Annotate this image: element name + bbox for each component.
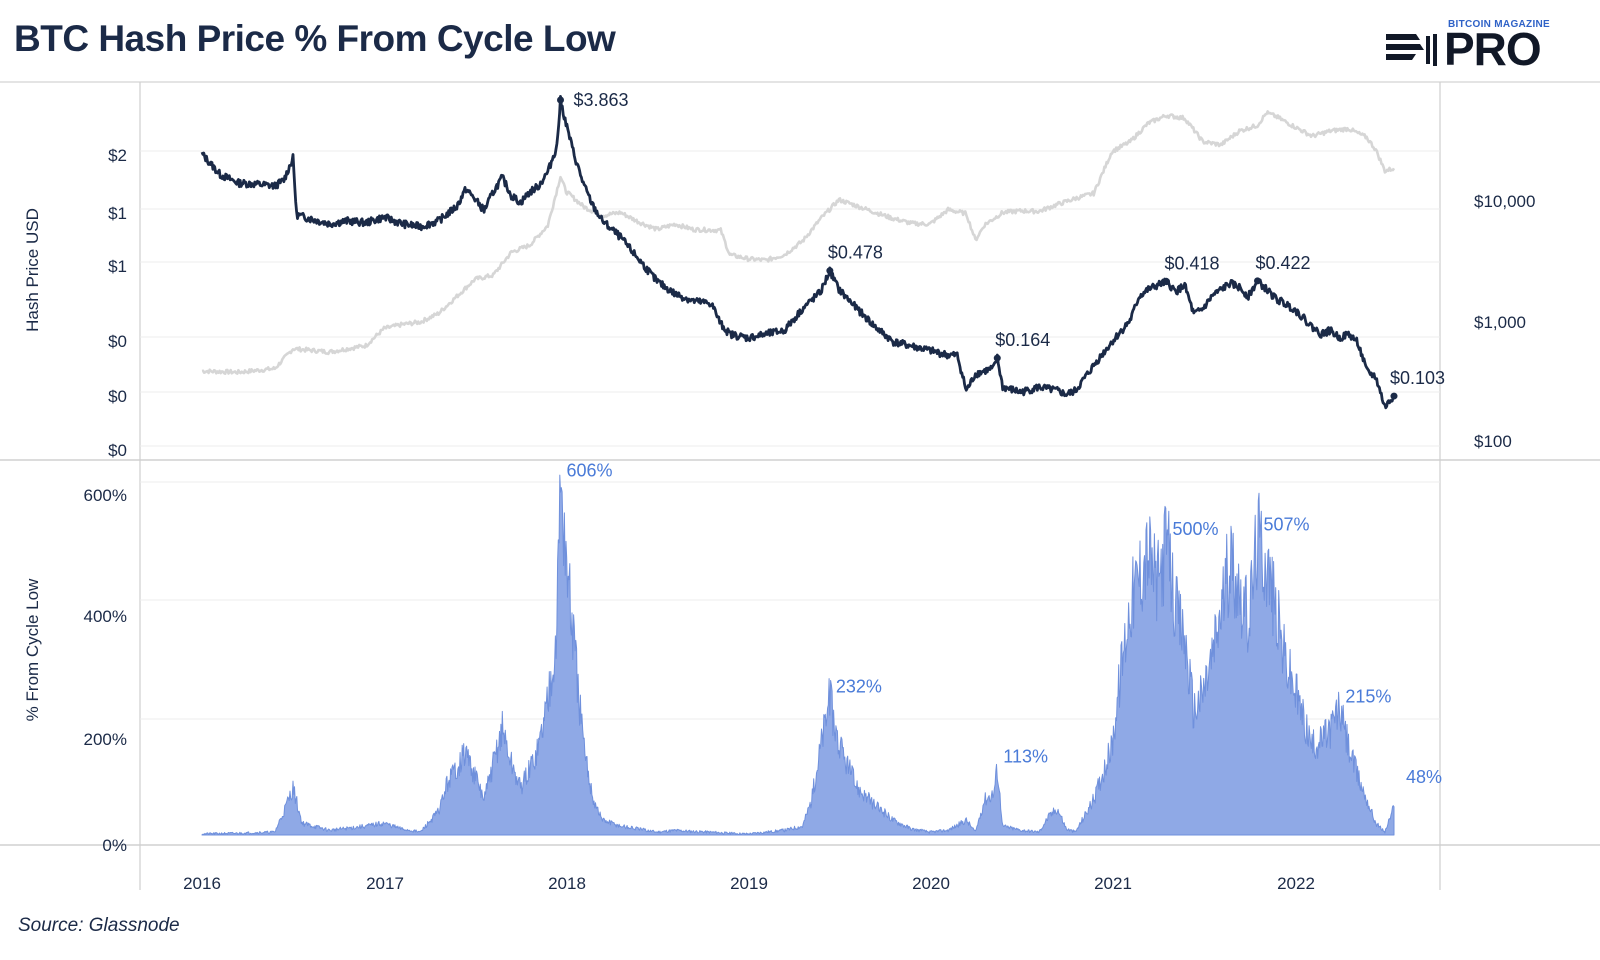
top-y-ticks: $2 $1 $1 $0 $0 $0 [108, 146, 127, 460]
hash-price-peak-label: $0.478 [828, 243, 883, 263]
hash-price-peak-marker [1163, 278, 1171, 286]
bottom-y-ticks: 600% 400% 200% 0% [84, 486, 127, 855]
chart-title: BTC Hash Price % From Cycle Low [14, 18, 616, 59]
logo-stripes-icon [1386, 34, 1437, 66]
hash-price-line [200, 95, 1396, 410]
top-secondary-y-ticks: $10,000 $1,000 $100 [1474, 192, 1535, 451]
cycle-low-peak-label: 232% [836, 677, 882, 697]
x-axis-ticks: 2016 2017 2018 2019 2020 2021 2022 [183, 874, 1315, 893]
x-tick: 2021 [1094, 874, 1132, 893]
brand-logo: BITCOIN MAGAZINE PRO [1386, 18, 1566, 74]
bottom-y-tick: 600% [84, 486, 127, 505]
hash-price-peak-label: $0.164 [995, 330, 1050, 350]
bottom-y-tick: 0% [102, 836, 127, 855]
source-note: Source: Glassnode [18, 915, 180, 936]
x-tick: 2018 [548, 874, 586, 893]
cycle-low-peak-label: 215% [1345, 687, 1391, 707]
hash-price-peak-marker [993, 354, 1001, 362]
bottom-y-tick: 400% [84, 607, 127, 626]
hash-price-peak-marker [1254, 277, 1262, 285]
x-tick: 2016 [183, 874, 221, 893]
hash-price-peak-label: $0.422 [1256, 253, 1311, 273]
logo-top-text: BITCOIN MAGAZINE [1448, 19, 1551, 30]
x-tick: 2017 [366, 874, 404, 893]
hash-price-peak-label: $3.863 [574, 90, 629, 110]
cycle-low-area [201, 474, 1395, 836]
logo-main-text: PRO [1444, 23, 1542, 75]
cycle-low-peak-label: 113% [1003, 747, 1048, 767]
x-tick: 2022 [1277, 874, 1315, 893]
cycle-low-peak-label: 606% [567, 460, 613, 480]
top-y-tick: $0 [108, 387, 127, 406]
bottom-y-tick: 200% [84, 730, 127, 749]
top-y-tick: $1 [108, 257, 127, 276]
secondary-y-tick: $100 [1474, 432, 1512, 451]
hash-price-peak-label: $0.418 [1165, 254, 1220, 274]
top-y-tick: $2 [108, 146, 127, 165]
top-y-tick: $0 [108, 441, 127, 460]
cycle-low-peak-label: 500% [1173, 519, 1219, 539]
btc-price-line [201, 110, 1396, 375]
hash-price-peak-marker [1390, 392, 1398, 400]
hash-price-peak-label: $0.103 [1390, 368, 1445, 388]
bottom-ylabel: % From Cycle Low [23, 578, 42, 721]
hash-price-peak-marker [826, 267, 834, 275]
x-tick: 2019 [730, 874, 768, 893]
secondary-y-tick: $1,000 [1474, 313, 1526, 332]
cycle-low-peak-label: 507% [1264, 515, 1310, 535]
top-y-tick: $1 [108, 204, 127, 223]
cycle-low-peak-label: 48% [1406, 767, 1442, 787]
x-tick: 2020 [912, 874, 950, 893]
plot-layer: $3.863 $0.478 $0.164 $0.418 $0.422 $0.103 606%… [140, 90, 1445, 836]
hash-price-peak-marker [557, 96, 565, 104]
top-ylabel: Hash Price USD [23, 208, 42, 332]
secondary-y-tick: $10,000 [1474, 192, 1535, 211]
top-y-tick: $0 [108, 332, 127, 351]
